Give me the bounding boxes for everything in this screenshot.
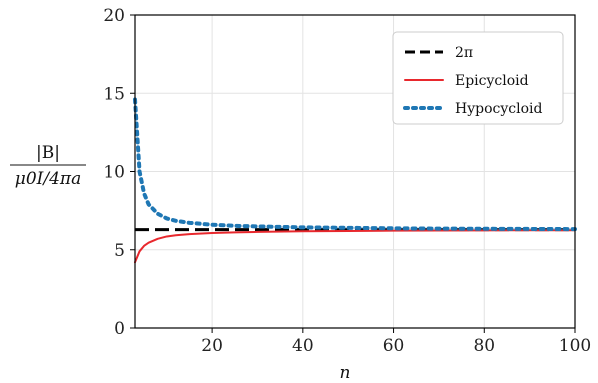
y-axis-label: |B| μ0I/4πa (10, 143, 86, 189)
series-line-epicycloid (134, 229, 576, 264)
y-axis-label-denominator: μ0I/4πa (15, 169, 81, 189)
y-tick-label: 10 (103, 163, 125, 183)
x-tick-label: 20 (201, 336, 223, 356)
legend-label: Hypocycloid (455, 101, 542, 117)
x-tick-label: 100 (559, 336, 591, 356)
legend: 2π Epicycloid Hypocycloid (392, 31, 564, 125)
x-axis-label: n (340, 363, 351, 383)
legend-label: 2π (455, 45, 473, 61)
y-tick-label: 0 (114, 319, 125, 339)
y-tick-label: 20 (103, 6, 125, 26)
y-axis-label-numerator: |B| (36, 143, 60, 163)
legend-box (392, 31, 564, 125)
y-tick-label: 5 (114, 241, 125, 261)
y-axis-ticks: 0 5 10 15 20 (103, 6, 135, 339)
x-tick-label: 40 (292, 336, 314, 356)
y-tick-label: 15 (103, 84, 125, 104)
legend-label: Epicycloid (455, 73, 529, 89)
x-tick-label: 80 (473, 336, 495, 356)
x-axis-ticks: 20 40 60 80 100 (201, 328, 591, 356)
series-lines (133, 97, 577, 264)
x-tick-label: 60 (383, 336, 405, 356)
series-line-hypocycloid (133, 97, 577, 232)
